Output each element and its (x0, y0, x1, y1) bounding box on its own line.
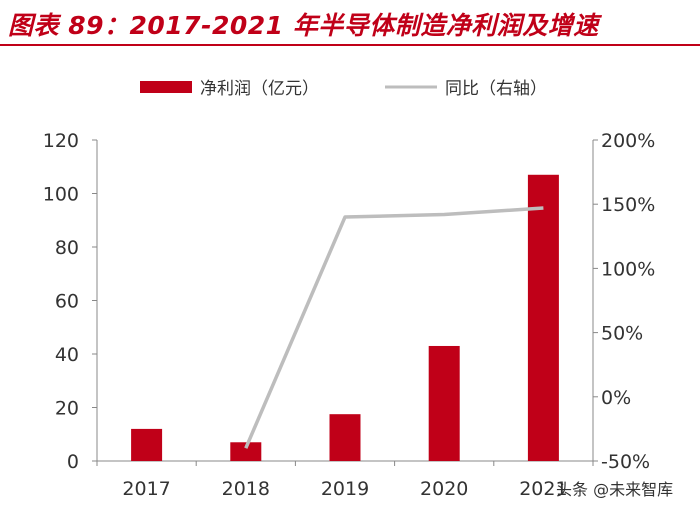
right-y-tick-label: 200% (601, 130, 655, 152)
x-tick-label: 2020 (420, 478, 468, 500)
left-y-tick-label: 40 (55, 344, 79, 366)
watermark: 头条 @未来智库 (556, 480, 674, 499)
net-profit-bar (230, 442, 262, 461)
left-y-tick-label: 60 (55, 291, 79, 313)
legend-bar-label: 净利润（亿元） (200, 79, 319, 99)
x-ticks: 2017 2018 2019 2020 2021 (96, 461, 594, 500)
yoy-line-series (244, 206, 544, 449)
net-profit-bar (329, 414, 361, 461)
left-y-ticks: 0 20 40 60 80 100 120 (43, 130, 97, 473)
left-y-tick-label: 80 (55, 237, 79, 259)
left-y-tick-label: 100 (43, 184, 79, 206)
x-tick-label: 2019 (321, 478, 369, 500)
right-y-tick-label: -50% (601, 451, 650, 473)
right-y-tick-label: 50% (601, 323, 643, 345)
title-bar: 图表 89：2017-2021 年半导体制造净利润及增速 (0, 0, 700, 46)
left-y-tick-label: 20 (55, 398, 79, 420)
legend-line-label: 同比（右轴） (445, 79, 547, 99)
left-y-tick-label: 120 (43, 130, 79, 152)
legend: 净利润（亿元） 同比（右轴） (140, 79, 547, 99)
right-y-tick-label: 0% (601, 387, 631, 409)
yoy-line (244, 206, 544, 449)
bars (131, 174, 559, 461)
left-y-tick-label: 0 (67, 451, 79, 473)
legend-bar-swatch (140, 81, 192, 93)
right-y-tick-label: 100% (601, 258, 655, 280)
x-tick-label: 2021 (519, 478, 567, 500)
x-tick-label: 2018 (222, 478, 270, 500)
right-y-tick-label: 150% (601, 194, 655, 216)
right-y-ticks: -50% 0% 50% 100% 150% 200% (593, 130, 655, 473)
net-profit-bar (527, 174, 559, 461)
net-profit-bar (131, 428, 163, 461)
net-profit-bar (428, 345, 460, 461)
chart-title: 图表 89：2017-2021 年半导体制造净利润及增速 (8, 11, 599, 40)
x-tick-label: 2017 (122, 478, 170, 500)
title-divider (0, 44, 700, 46)
